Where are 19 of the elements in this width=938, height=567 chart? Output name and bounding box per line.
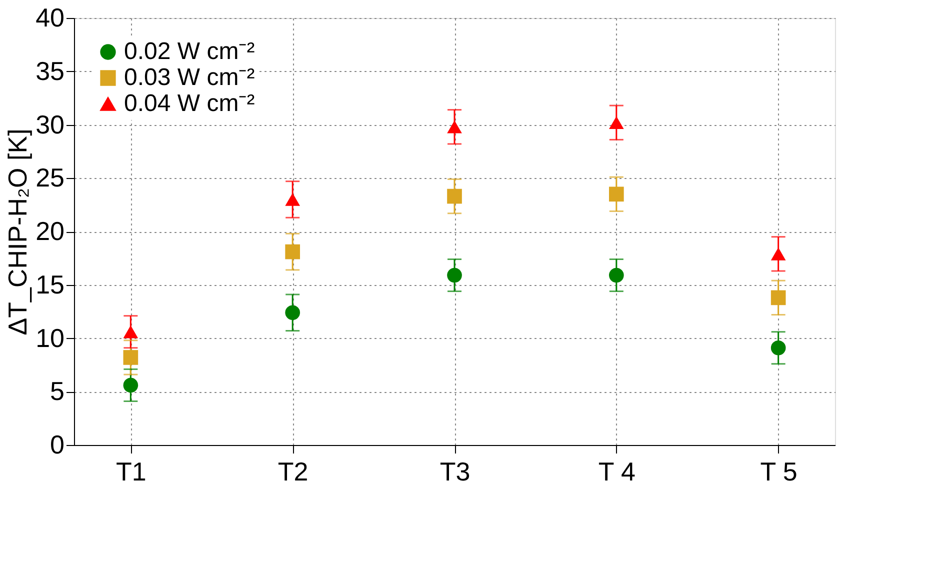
x-tick-label: T2 bbox=[278, 456, 308, 486]
y-tick-label: 5 bbox=[50, 376, 64, 406]
y-tick-label: 10 bbox=[36, 322, 64, 353]
x-tick-label: T1 bbox=[116, 456, 146, 486]
y-tick-label: 35 bbox=[36, 56, 64, 86]
y-tick-label: 0 bbox=[50, 430, 64, 460]
legend-label: 0.04 W cm⁻² bbox=[124, 90, 255, 117]
legend-label: 0.02 W cm⁻² bbox=[124, 38, 255, 65]
y-tick-label: 15 bbox=[36, 269, 64, 300]
y-tick-label: 25 bbox=[36, 162, 64, 193]
legend-label: 0.03 W cm⁻² bbox=[124, 64, 255, 91]
y-tick-label: 30 bbox=[36, 109, 64, 140]
y-tick-label: 20 bbox=[36, 216, 64, 246]
x-tick-label: T3 bbox=[440, 456, 470, 486]
point bbox=[609, 186, 624, 202]
x-tick-label: T 4 bbox=[598, 456, 636, 486]
y-tick-label: 40 bbox=[36, 2, 64, 32]
y-axis-title: ΔT_CHIP-H₂O [K] bbox=[2, 128, 33, 336]
x-tick-label: T 5 bbox=[760, 456, 798, 486]
